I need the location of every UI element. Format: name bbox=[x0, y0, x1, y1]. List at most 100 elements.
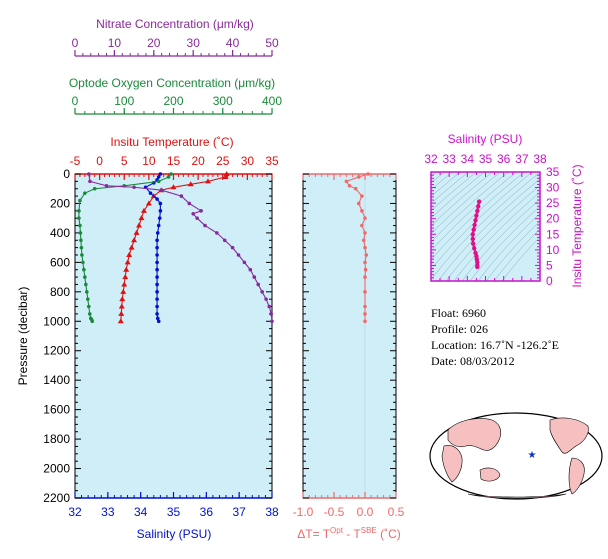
data-point bbox=[215, 231, 219, 235]
data-point bbox=[166, 175, 171, 179]
tick-label: 0 bbox=[72, 36, 79, 50]
data-point bbox=[357, 175, 361, 179]
nitrate-axis-title: Nitrate Concentration (μm/kg) bbox=[96, 17, 254, 31]
data-point bbox=[364, 253, 369, 257]
data-point bbox=[124, 259, 131, 265]
map-continents bbox=[441, 417, 589, 499]
tick-label: -1.0 bbox=[293, 505, 314, 519]
data-point bbox=[222, 238, 227, 243]
data-point bbox=[475, 208, 480, 214]
data-point bbox=[471, 227, 476, 232]
data-point bbox=[223, 171, 230, 176]
data-point bbox=[361, 238, 366, 243]
tick-label: 300 bbox=[213, 94, 233, 108]
data-point bbox=[87, 312, 92, 316]
data-point bbox=[222, 173, 229, 179]
tick-label: 32 bbox=[424, 152, 438, 166]
data-point bbox=[86, 304, 91, 309]
tick-label: 25 bbox=[216, 154, 230, 168]
float-info: Float: 6960 Profile: 026 Location: 16.7˚… bbox=[431, 306, 559, 368]
tick-label: 30 bbox=[546, 181, 560, 195]
tick-label: 34 bbox=[461, 152, 475, 166]
tick-label: 40 bbox=[226, 36, 240, 50]
tick-label: -0.5 bbox=[324, 505, 345, 519]
data-point bbox=[155, 290, 159, 294]
ts-temperature-title: Insitu Temperature (˚C) bbox=[570, 164, 584, 287]
data-point bbox=[79, 245, 84, 250]
data-point bbox=[122, 274, 129, 280]
data-point bbox=[78, 198, 82, 203]
data-point bbox=[119, 296, 126, 302]
data-point bbox=[187, 201, 192, 206]
delta-axis-title: ΔT= TOpt - TSBE (˚C) bbox=[297, 526, 401, 541]
tick-label: 2000 bbox=[43, 462, 70, 476]
tick-label: 37 bbox=[515, 152, 529, 166]
data-point bbox=[121, 281, 128, 287]
data-point bbox=[264, 297, 268, 301]
density-contour bbox=[431, 172, 461, 197]
tick-label: 800 bbox=[50, 285, 70, 299]
data-point bbox=[269, 312, 274, 316]
data-point bbox=[230, 245, 235, 250]
data-point bbox=[187, 181, 194, 187]
data-point bbox=[363, 312, 367, 316]
density-contour bbox=[431, 172, 453, 190]
data-point bbox=[363, 231, 367, 235]
data-point bbox=[86, 172, 91, 176]
data-point bbox=[363, 304, 367, 309]
tick-label: 1800 bbox=[43, 432, 70, 446]
data-point bbox=[156, 319, 161, 324]
density-contour bbox=[437, 178, 540, 281]
tick-label: 0.5 bbox=[388, 505, 405, 519]
profile-number: Profile: 026 bbox=[431, 322, 488, 336]
density-contour bbox=[431, 172, 525, 261]
data-point bbox=[363, 275, 367, 279]
data-point bbox=[363, 290, 367, 294]
data-point bbox=[118, 303, 125, 309]
data-point bbox=[78, 223, 82, 228]
data-point bbox=[363, 245, 367, 250]
density-contour bbox=[431, 172, 469, 204]
data-point bbox=[267, 304, 272, 309]
data-point bbox=[155, 312, 159, 316]
data-point bbox=[363, 216, 367, 220]
tick-label: 35 bbox=[265, 154, 279, 168]
data-point bbox=[157, 216, 162, 220]
tick-label: 0 bbox=[96, 154, 103, 168]
tick-label: 1400 bbox=[43, 373, 70, 387]
tick-label: 33 bbox=[442, 152, 456, 166]
tick-label: 600 bbox=[50, 255, 70, 269]
tick-label: 30 bbox=[241, 154, 255, 168]
data-point bbox=[270, 319, 274, 324]
data-point bbox=[158, 209, 163, 213]
data-point bbox=[86, 297, 90, 301]
density-contour bbox=[469, 205, 540, 281]
data-point bbox=[117, 318, 124, 324]
tick-label: 36 bbox=[497, 152, 511, 166]
data-point bbox=[104, 183, 109, 188]
data-point bbox=[353, 186, 358, 191]
density-contour bbox=[501, 236, 540, 281]
data-point bbox=[203, 223, 207, 228]
density-contour bbox=[431, 172, 501, 235]
tick-label: 1600 bbox=[43, 403, 70, 417]
tick-label: 20 bbox=[546, 212, 560, 226]
ts-salinity-title: Salinity (PSU) bbox=[448, 132, 523, 146]
data-point bbox=[179, 194, 184, 198]
tick-label: 200 bbox=[50, 196, 70, 210]
data-point bbox=[155, 238, 159, 243]
data-point bbox=[474, 213, 479, 218]
data-point bbox=[191, 211, 195, 216]
data-point bbox=[260, 290, 264, 294]
density-contour bbox=[431, 172, 533, 270]
world-map: ★ bbox=[429, 412, 603, 500]
delta-plot-area bbox=[303, 174, 396, 498]
data-point bbox=[236, 253, 241, 257]
tick-label: 5 bbox=[121, 154, 128, 168]
data-point bbox=[155, 304, 159, 309]
data-point bbox=[155, 197, 159, 201]
data-point bbox=[204, 178, 211, 184]
float-position-marker: ★ bbox=[528, 450, 537, 461]
ts-plot-area bbox=[431, 172, 540, 281]
data-point bbox=[363, 319, 367, 324]
